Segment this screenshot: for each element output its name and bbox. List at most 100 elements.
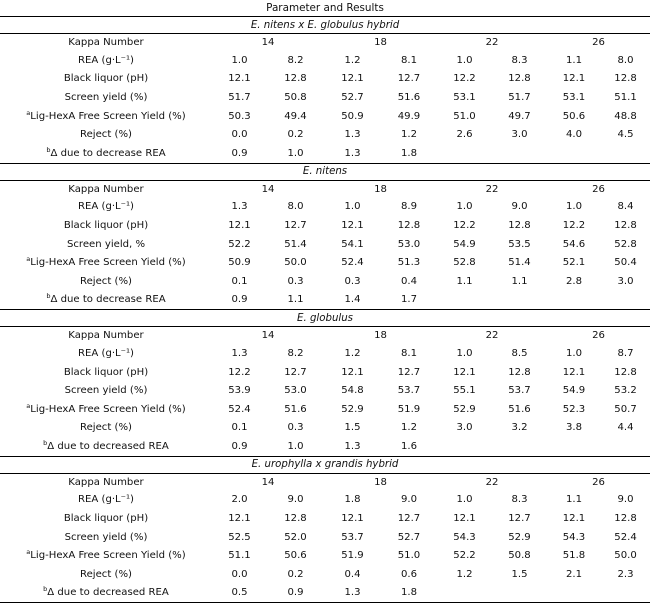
- row-label-cell: bΔ due to decrease REA: [0, 144, 212, 163]
- row-value: 3.2: [511, 422, 528, 434]
- row-value: 52.7: [341, 91, 364, 103]
- row-value: 12.1: [341, 513, 364, 525]
- row-value: 4.4: [617, 422, 634, 434]
- kappa-value: 18: [374, 183, 387, 195]
- row-value: 51.1: [228, 550, 251, 562]
- kappa-label: Kappa Number: [68, 183, 144, 195]
- row-value: 1.3: [344, 147, 361, 159]
- empty-cell: [547, 291, 601, 310]
- row-value: 0.3: [344, 275, 361, 287]
- row-value: 51.9: [397, 403, 421, 415]
- row-value: 12.1: [562, 513, 586, 525]
- row-value: 54.3: [453, 531, 476, 543]
- row-value: 1.0: [456, 494, 473, 506]
- row-value: 50.0: [284, 257, 307, 269]
- row-label-cell: bΔ due to decrease REA: [0, 291, 212, 310]
- row-value: 54.6: [562, 238, 586, 250]
- row-value: 4.5: [617, 129, 634, 141]
- row-value: 8.2: [287, 347, 304, 359]
- kappa-value: 22: [485, 330, 499, 342]
- kappa-value: 26: [592, 37, 605, 48]
- row-value: 2.8: [565, 275, 583, 287]
- data-row: bΔ due to decrease REA 0.9 1.0 1.3 1.8: [0, 144, 650, 163]
- row-value: 1.2: [456, 568, 473, 580]
- kappa-value: 26: [592, 476, 605, 488]
- row-label-cell: bΔ due to decreased REA: [0, 437, 212, 456]
- row-value: 1.8: [381, 583, 437, 603]
- data-row: REA (g·L⁻¹) 1.3 8.0 1.0 8.9 1.0 9.0 1.0 8.4: [0, 198, 650, 217]
- row-value: 51.9: [341, 550, 364, 562]
- kappa-value: 18: [374, 37, 387, 48]
- empty-cell: [547, 583, 601, 603]
- row-value: 0.1: [231, 422, 248, 434]
- kappa-row: Kappa Number 14 18 22 26: [0, 180, 650, 198]
- row-value: 0.3: [287, 275, 304, 287]
- row-value: 2.1: [565, 568, 583, 580]
- row-value: 51.6: [508, 403, 531, 415]
- row-value: 51.6: [284, 403, 307, 415]
- row-value: 1.1: [565, 494, 583, 506]
- row-value: 12.1: [453, 366, 476, 378]
- row-value: 54.8: [341, 385, 364, 397]
- row-value: 1.0: [565, 347, 583, 359]
- row-value: 52.8: [614, 238, 637, 250]
- row-label-cell: Reject (%): [0, 272, 212, 291]
- row-value: 1.0: [287, 147, 304, 159]
- row-value: 50.6: [284, 550, 307, 562]
- row-value: 52.4: [341, 257, 364, 269]
- row-value: 3.0: [456, 422, 473, 434]
- row-label: Δ due to decrease REA: [50, 294, 166, 306]
- row-label: Black liquor (pH): [63, 219, 149, 231]
- row-value: 54.9: [453, 238, 476, 250]
- row-value: 3.8: [565, 422, 583, 434]
- row-value: 12.7: [397, 513, 421, 525]
- row-value: 12.1: [341, 366, 364, 378]
- row-label: Lig-HexA Free Screen Yield (%): [30, 550, 186, 562]
- row-label: Black liquor (pH): [63, 513, 149, 525]
- footnote-marker: a: [26, 108, 31, 117]
- row-label-cell: aLig-HexA Free Screen Yield (%): [0, 546, 212, 565]
- row-label-cell: Black liquor (pH): [0, 363, 212, 382]
- row-label-cell: Screen yield (%): [0, 381, 212, 400]
- row-value: 0.5: [212, 583, 267, 603]
- row-label-cell: bΔ due to decreased REA: [0, 583, 212, 603]
- row-value: 8.1: [400, 347, 418, 359]
- row-value: 1.7: [400, 294, 418, 306]
- row-value: 4.0: [565, 129, 583, 141]
- section-title-row: E. urophylla x grandis hybrid: [0, 455, 650, 474]
- row-value: 12.8: [614, 219, 637, 231]
- empty-cell: [547, 144, 601, 163]
- row-label-cell: REA (g·L⁻¹): [0, 344, 212, 363]
- row-value: 12.1: [562, 366, 586, 378]
- footnote-marker: a: [26, 255, 31, 264]
- row-value: 8.0: [617, 54, 634, 66]
- data-row: Reject (%) 0.0 0.2 1.3 1.2 2.6 3.0 4.0 4.5: [0, 125, 650, 144]
- row-value: 8.4: [617, 201, 634, 213]
- row-value: 1.0: [287, 440, 304, 452]
- row-value: 0.1: [231, 275, 248, 287]
- row-value: 12.8: [508, 73, 531, 85]
- row-value: 12.7: [397, 366, 421, 378]
- kappa-value: 22: [485, 476, 499, 488]
- row-value: 1.4: [344, 294, 361, 306]
- row-value: 12.8: [614, 513, 637, 525]
- table-body: E. nitens x E. globulus hybrid Kappa Numb…: [0, 16, 650, 603]
- row-value: 1.1: [456, 275, 473, 287]
- empty-cell: [601, 144, 650, 163]
- row-label-cell: Reject (%): [0, 565, 212, 584]
- row-value: 0.4: [344, 568, 361, 580]
- row-value: 54.3: [562, 531, 586, 543]
- row-value: 53.1: [453, 91, 476, 103]
- data-row: Screen yield (%) 52.5 52.0 53.7 52.7 54.3 52.9…: [0, 528, 650, 547]
- row-value: 12.1: [228, 513, 251, 525]
- row-value: 52.0: [284, 531, 307, 543]
- data-row: bΔ due to decreased REA 0.5 0.9 1.3 1.8: [0, 583, 650, 603]
- row-value: 1.5: [511, 568, 528, 580]
- kappa-row: Kappa Number 14 18 22 26: [0, 34, 650, 52]
- row-value: 0.9: [231, 294, 248, 306]
- row-value: 12.1: [341, 73, 364, 85]
- kappa-value: 14: [261, 183, 275, 195]
- data-row: Screen yield (%) 51.7 50.8 52.7 51.6 53.1 51.7…: [0, 88, 650, 107]
- row-label: Reject (%): [80, 129, 132, 141]
- row-value: 49.7: [508, 110, 531, 122]
